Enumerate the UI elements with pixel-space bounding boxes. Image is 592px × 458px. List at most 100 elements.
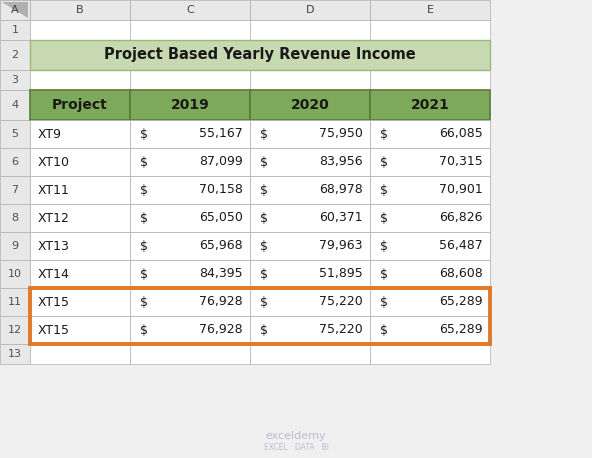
Text: $: $ — [140, 127, 148, 141]
Bar — [30, 288, 490, 344]
Bar — [130, 288, 250, 316]
Bar — [250, 232, 370, 260]
Bar — [30, 0, 130, 20]
Text: $: $ — [260, 267, 268, 280]
Text: XT11: XT11 — [38, 184, 70, 196]
Bar — [370, 120, 490, 148]
Text: 12: 12 — [8, 325, 22, 335]
Text: $: $ — [140, 240, 148, 252]
Bar — [370, 316, 490, 344]
Text: 5: 5 — [11, 129, 18, 139]
Bar — [250, 232, 370, 260]
Text: 10: 10 — [8, 269, 22, 279]
Bar — [250, 148, 370, 176]
Bar — [250, 260, 370, 288]
Text: $: $ — [140, 212, 148, 224]
Text: 13: 13 — [8, 349, 22, 359]
Bar — [370, 148, 490, 176]
Text: A: A — [11, 5, 19, 15]
Bar — [250, 316, 370, 344]
Text: 2019: 2019 — [170, 98, 210, 112]
Bar — [0, 232, 30, 260]
Bar — [30, 316, 130, 344]
Bar — [30, 90, 130, 120]
Polygon shape — [2, 2, 28, 18]
Text: Project: Project — [52, 98, 108, 112]
Text: 79,963: 79,963 — [320, 240, 363, 252]
Bar — [0, 70, 30, 90]
Text: 76,928: 76,928 — [200, 323, 243, 337]
Text: EXCEL · DATA · BI: EXCEL · DATA · BI — [263, 443, 329, 453]
Bar — [30, 204, 130, 232]
Text: 2020: 2020 — [291, 98, 329, 112]
Bar — [130, 70, 250, 90]
Bar — [370, 120, 490, 148]
Text: 51,895: 51,895 — [319, 267, 363, 280]
Text: 76,928: 76,928 — [200, 295, 243, 309]
Bar — [130, 204, 250, 232]
Text: $: $ — [140, 323, 148, 337]
Text: D: D — [305, 5, 314, 15]
Text: $: $ — [260, 156, 268, 169]
Bar — [0, 260, 30, 288]
Bar — [30, 90, 130, 120]
Text: 2: 2 — [11, 50, 18, 60]
Bar — [0, 344, 30, 364]
Bar — [30, 344, 130, 364]
Bar — [30, 260, 130, 288]
Bar — [30, 120, 130, 148]
Bar — [250, 20, 370, 40]
Text: exceldemy: exceldemy — [266, 431, 326, 441]
Bar — [130, 176, 250, 204]
Bar — [370, 176, 490, 204]
Bar — [0, 20, 30, 40]
Bar — [250, 288, 370, 316]
Text: $: $ — [380, 156, 388, 169]
Bar — [130, 204, 250, 232]
Bar — [250, 204, 370, 232]
Text: 66,826: 66,826 — [439, 212, 483, 224]
Text: $: $ — [380, 323, 388, 337]
Text: XT14: XT14 — [38, 267, 70, 280]
Text: C: C — [186, 5, 194, 15]
Bar — [30, 120, 130, 148]
Text: $: $ — [380, 184, 388, 196]
Bar — [130, 232, 250, 260]
Text: $: $ — [260, 240, 268, 252]
Text: 1: 1 — [11, 25, 18, 35]
Text: 4: 4 — [11, 100, 18, 110]
Bar — [0, 0, 30, 20]
Bar — [130, 20, 250, 40]
Text: 65,050: 65,050 — [199, 212, 243, 224]
Bar — [30, 260, 130, 288]
Text: 87,099: 87,099 — [200, 156, 243, 169]
Bar — [0, 148, 30, 176]
Bar — [250, 0, 370, 20]
Bar — [130, 120, 250, 148]
Bar — [370, 232, 490, 260]
Text: 75,220: 75,220 — [319, 323, 363, 337]
Text: $: $ — [260, 323, 268, 337]
Text: $: $ — [260, 127, 268, 141]
Text: XT15: XT15 — [38, 323, 70, 337]
Bar — [370, 344, 490, 364]
Bar — [250, 204, 370, 232]
Bar — [30, 148, 130, 176]
Text: XT12: XT12 — [38, 212, 70, 224]
Text: 7: 7 — [11, 185, 18, 195]
Bar — [0, 176, 30, 204]
Bar — [30, 176, 130, 204]
Bar — [130, 40, 250, 70]
Text: 55,167: 55,167 — [200, 127, 243, 141]
Text: $: $ — [260, 295, 268, 309]
Bar — [250, 120, 370, 148]
Bar — [130, 176, 250, 204]
Bar — [30, 40, 130, 70]
Bar — [370, 232, 490, 260]
Bar — [130, 288, 250, 316]
Bar — [0, 204, 30, 232]
Bar — [370, 204, 490, 232]
Bar — [250, 90, 370, 120]
Bar — [130, 148, 250, 176]
Bar — [250, 176, 370, 204]
